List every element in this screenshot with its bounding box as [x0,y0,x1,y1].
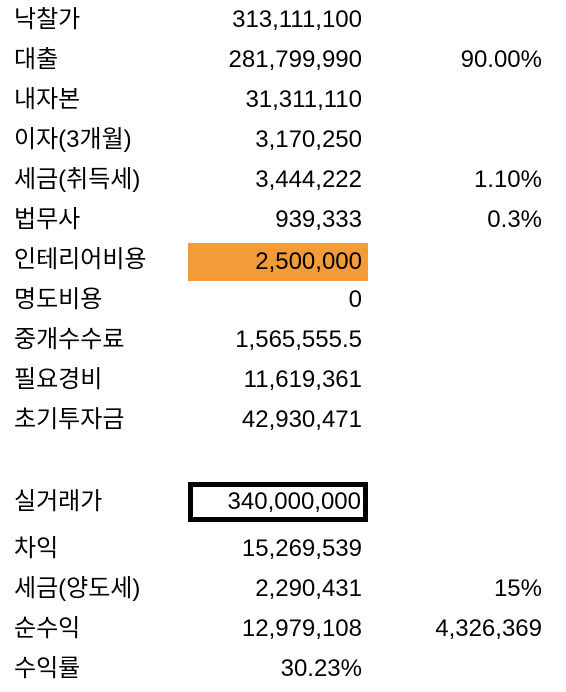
row-margin: 차익 15,269,539 [0,529,566,569]
row-loan: 대출 281,799,990 90.00% [0,40,566,80]
row-initial-investment: 초기투자금 42,930,471 [0,400,566,440]
row-interior-cost: 인테리어비용 2,500,000 [0,240,566,281]
value-loan[interactable]: 281,799,990 [228,46,362,73]
value-initial-investment[interactable]: 42,930,471 [241,406,362,433]
label-margin[interactable]: 차익 [14,535,59,562]
extra-initial-investment[interactable] [368,400,548,440]
extra-return-rate[interactable] [368,649,548,689]
row-eviction-cost: 명도비용 0 [0,280,566,320]
row-net-profit: 순수익 12,979,108 4,326,369 [0,609,566,649]
value-interior-cost-highlighted[interactable]: 2,500,000 [188,243,368,281]
row-return-rate: 수익률 30.23% [0,649,566,689]
label-eviction-cost[interactable]: 명도비용 [14,286,103,313]
row-winning-bid: 낙찰가 313,111,100 [0,0,566,40]
value-acquisition-tax[interactable]: 3,444,222 [255,166,362,193]
value-required-expenses[interactable]: 11,619,361 [243,366,362,393]
empty-cell[interactable] [14,440,189,480]
label-initial-investment[interactable]: 초기투자금 [14,406,125,433]
extra-margin[interactable] [368,529,548,569]
row-legal-fee: 법무사 939,333 0.3% [0,200,566,240]
label-return-rate[interactable]: 수익률 [14,655,81,682]
row-capital-gains-tax: 세금(양도세) 2,290,431 15% [0,569,566,609]
label-legal-fee[interactable]: 법무사 [14,206,81,233]
empty-cell[interactable] [368,440,548,480]
extra-eviction-cost[interactable] [368,280,548,320]
value-brokerage-fee[interactable]: 1,565,555.5 [235,326,362,353]
label-own-capital[interactable]: 내자본 [14,86,81,113]
label-loan[interactable]: 대출 [14,46,59,73]
label-winning-bid[interactable]: 낙찰가 [14,6,81,33]
extra-own-capital[interactable] [368,80,548,120]
row-brokerage-fee: 중개수수료 1,565,555.5 [0,320,566,360]
value-net-profit[interactable]: 12,979,108 [241,615,362,642]
extra-interior-cost[interactable] [368,240,548,280]
row-own-capital: 내자본 31,311,110 [0,80,566,120]
value-interest[interactable]: 3,170,250 [255,126,362,153]
label-actual-sale-price[interactable]: 실거래가 [14,488,103,515]
label-brokerage-fee[interactable]: 중개수수료 [14,326,125,353]
extra-required-expenses[interactable] [368,360,548,400]
label-interest[interactable]: 이자(3개월) [14,126,132,153]
label-capital-gains-tax[interactable]: 세금(양도세) [14,575,141,602]
extra-net-profit[interactable]: 4,326,369 [435,615,542,642]
extra-actual-sale-price[interactable] [368,482,548,522]
value-return-rate[interactable]: 30.23% [280,655,362,682]
label-interior-cost[interactable]: 인테리어비용 [14,246,147,273]
row-actual-sale-price: 실거래가 340,000,000 [0,482,566,522]
value-own-capital[interactable]: 31,311,110 [245,86,362,113]
value-winning-bid[interactable]: 313,111,100 [232,6,362,33]
row-interest: 이자(3개월) 3,170,250 [0,120,566,160]
extra-interest[interactable] [368,120,548,160]
label-acquisition-tax[interactable]: 세금(취득세) [14,166,141,193]
value-actual-sale-price-boxed[interactable]: 340,000,000 [188,482,368,522]
extra-acquisition-tax-rate[interactable]: 1.10% [473,166,542,193]
extra-capital-gains-tax-rate[interactable]: 15% [493,575,542,602]
value-capital-gains-tax[interactable]: 2,290,431 [255,575,362,602]
empty-cell[interactable] [188,440,368,480]
row-acquisition-tax: 세금(취득세) 3,444,222 1.10% [0,160,566,200]
value-eviction-cost[interactable]: 0 [348,286,362,313]
row-required-expenses: 필요경비 11,619,361 [0,360,566,400]
extra-brokerage-fee[interactable] [368,320,548,360]
extra-legal-fee-rate[interactable]: 0.3% [487,206,542,233]
extra-loan-ratio[interactable]: 90.00% [460,46,542,73]
label-net-profit[interactable]: 순수익 [14,615,81,642]
row-empty-spacer [0,440,566,480]
extra-winning-bid[interactable] [368,0,548,40]
label-required-expenses[interactable]: 필요경비 [14,366,103,393]
value-margin[interactable]: 15,269,539 [241,535,362,562]
value-legal-fee[interactable]: 939,333 [275,206,362,233]
